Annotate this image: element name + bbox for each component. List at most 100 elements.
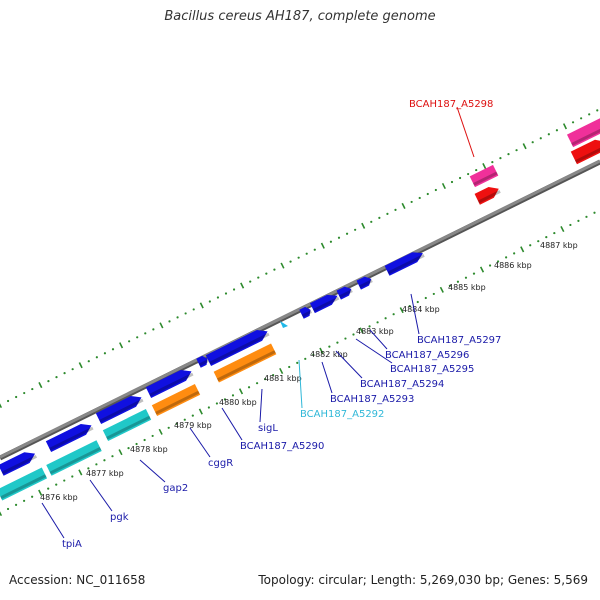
minor-tick-dot [184, 312, 187, 315]
gene-shade [49, 426, 94, 451]
minor-tick-dot [386, 212, 389, 215]
gene-blue-5 [196, 355, 210, 368]
minor-tick-dot [378, 216, 381, 219]
topology-text: Topology: circular; Length: 5,269,030 bp… [258, 573, 588, 587]
minor-tick-dot [368, 325, 371, 328]
gene-body [0, 467, 48, 501]
gene-body [46, 440, 102, 476]
minor-tick-dot [175, 422, 178, 425]
gene-body [299, 306, 311, 319]
gene-blue-10 [384, 252, 425, 276]
minor-tick-dot [55, 483, 58, 486]
major-tick [38, 489, 43, 496]
gene-body [384, 252, 423, 276]
gene-blue-2 [95, 395, 144, 424]
kbp-tick-label: 4884 kbp [402, 305, 440, 314]
minor-tick-dot [151, 434, 154, 438]
minor-tick-dot [111, 455, 114, 458]
minor-tick-dot [499, 157, 502, 160]
minor-tick-dot [408, 304, 411, 308]
gene-body [213, 343, 277, 383]
major-tick [119, 342, 124, 349]
minor-tick-dot [168, 320, 171, 323]
minor-tick-dot [31, 495, 34, 498]
minor-tick-dot [63, 479, 66, 482]
minor-tick-dot [329, 240, 333, 243]
minor-tick-dot [6, 507, 10, 511]
minor-tick-dot [305, 252, 308, 255]
gene-orange-1 [213, 343, 277, 383]
gene-pink-0 [469, 164, 499, 188]
minor-tick-dot [249, 280, 252, 283]
minor-tick-dot [450, 180, 454, 184]
minor-tick-dot [264, 378, 267, 381]
minor-tick-dot [87, 360, 90, 363]
minor-tick-dot [313, 248, 316, 251]
minor-tick-dot [507, 153, 510, 156]
gene-label: BCAH187_A5296 [385, 350, 469, 361]
gene-body [469, 164, 499, 188]
minor-tick-dot [384, 317, 387, 320]
gene-label: BCAH187_A5298 [409, 99, 493, 110]
gene-body [310, 294, 338, 314]
minor-tick-dot [475, 168, 478, 172]
gene-body [205, 330, 268, 366]
minor-tick-dot [547, 133, 550, 136]
minor-tick-dot [418, 196, 421, 200]
minor-tick-dot [531, 141, 534, 144]
kbp-tick-label: 4879 kbp [174, 421, 212, 430]
minor-tick-dot [416, 300, 419, 304]
minor-tick-dot [232, 288, 236, 291]
minor-tick-dot [537, 240, 540, 243]
minor-tick-dot [71, 368, 74, 371]
label-leader-line [139, 459, 166, 483]
gene-label: sigL [258, 423, 278, 434]
gene-body [566, 116, 600, 148]
gene-shade [473, 171, 498, 186]
gene-shade [49, 446, 102, 475]
gene-shade [477, 190, 501, 204]
major-tick [279, 367, 284, 375]
minor-tick-dot [392, 313, 395, 316]
gene-shade [301, 310, 313, 318]
minor-tick-dot [15, 395, 18, 399]
gene-body [151, 384, 201, 416]
minor-tick-dot [553, 231, 556, 235]
minor-tick-dot [571, 121, 575, 124]
major-tick [38, 382, 43, 389]
minor-tick-dot [539, 137, 542, 140]
map-title: Bacillus cereus AH187, complete genome [164, 9, 436, 24]
gene-shade [0, 474, 47, 500]
minor-tick-dot [297, 256, 300, 259]
minor-tick-dot [14, 503, 18, 506]
gene-shade [155, 390, 200, 415]
outer-tick-ring [0, 109, 599, 409]
minor-tick-dot [216, 296, 220, 299]
label-leader-line [355, 338, 393, 364]
label-leader-line [456, 106, 475, 158]
minor-tick-dot [529, 244, 532, 247]
gene-label: BCAH187_A5297 [417, 335, 501, 346]
label-leader-line [259, 388, 263, 423]
minor-tick-dot [336, 341, 339, 344]
major-tick [198, 408, 203, 415]
minor-tick-dot [128, 340, 131, 343]
major-tick [118, 449, 123, 456]
minor-tick-dot [183, 418, 186, 421]
gene-blue-4 [205, 330, 270, 366]
gene-body [45, 423, 92, 452]
label-leader-line [369, 329, 388, 350]
kbp-tick-label: 4877 kbp [86, 469, 124, 478]
kbp-tick-label: 4880 kbp [219, 398, 257, 407]
minor-tick-dot [135, 442, 138, 446]
minor-tick-dot [458, 176, 462, 180]
major-tick [199, 302, 204, 309]
gene-blue-8 [336, 286, 353, 300]
label-leader-line [410, 293, 420, 335]
minor-tick-dot [144, 332, 147, 335]
major-tick [238, 388, 244, 395]
gene-cyan-1 [46, 440, 102, 476]
gene-pink-1 [566, 116, 600, 148]
minor-tick-dot [304, 357, 307, 360]
